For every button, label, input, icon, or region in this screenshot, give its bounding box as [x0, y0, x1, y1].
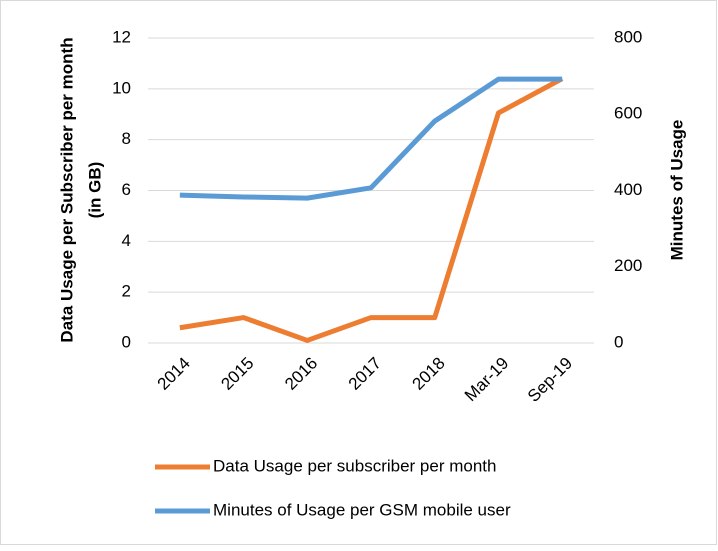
legend-label: Minutes of Usage per GSM mobile user — [213, 500, 511, 519]
y-tick-label: 4 — [122, 231, 131, 250]
series-line — [179, 76, 563, 201]
y2-tick-label: 600 — [614, 104, 642, 123]
y-tick-label: 0 — [122, 332, 131, 351]
y2-tick-label: 800 — [614, 27, 642, 46]
series-line — [179, 76, 564, 343]
legend-label: Data Usage per subscriber per month — [213, 456, 496, 475]
y-axis-title: Data Usage per Subscriber per month — [57, 37, 76, 342]
y-tick-label: 2 — [122, 282, 131, 301]
y2-tick-label: 0 — [614, 332, 623, 351]
y-tick-label: 8 — [122, 129, 131, 148]
y-tick-label: 6 — [122, 180, 131, 199]
y-axis-title: (in GB) — [85, 162, 104, 219]
y2-tick-label: 200 — [614, 256, 642, 275]
y2-tick-label: 400 — [614, 180, 642, 199]
y-tick-label: 10 — [112, 78, 131, 97]
y2-axis-title: Minutes of Usage — [667, 120, 686, 261]
y-tick-label: 12 — [112, 27, 131, 46]
